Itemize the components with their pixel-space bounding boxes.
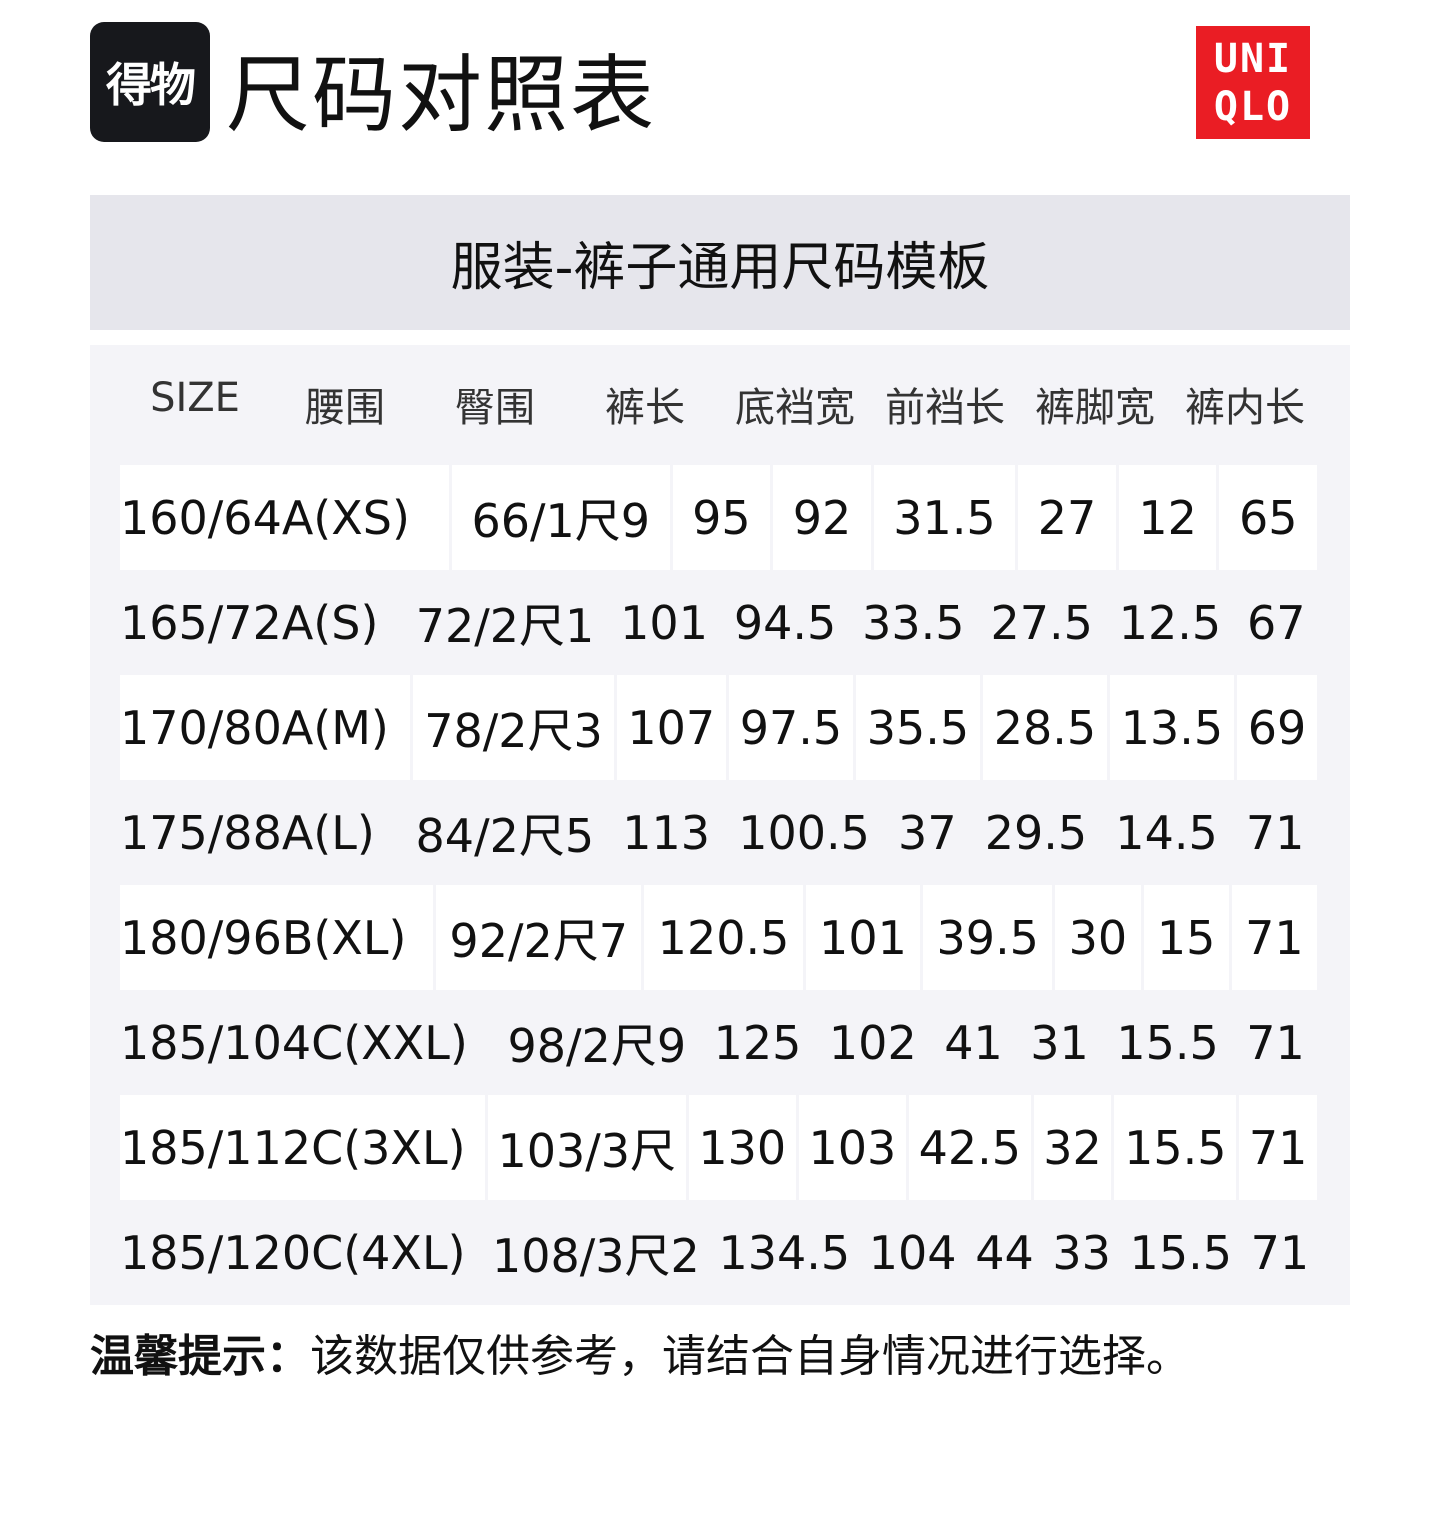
table-cell: 97.5 — [728, 675, 853, 780]
table-cell: 71 — [1246, 1015, 1305, 1070]
uniqlo-logo: UNI QLO — [1196, 26, 1310, 139]
table-row: 185/120C(4XL) 108/3尺2 134.5 104 44 33 15.5 71 — [120, 1200, 1317, 1305]
table-cell: 37 — [898, 805, 957, 860]
table-cell: 30 — [1055, 885, 1141, 990]
table-cell: 160/64A(XS) — [120, 465, 449, 570]
column-header: 前裆长 — [885, 385, 1005, 431]
table-cell: 103 — [798, 1095, 906, 1200]
column-header: 底裆宽 — [735, 385, 855, 431]
table-cell: 13.5 — [1109, 675, 1234, 780]
uniqlo-logo-line2: QLO — [1213, 83, 1293, 130]
table-cell: 72/2尺1 — [415, 598, 595, 653]
column-header: 臀围 — [455, 385, 535, 431]
uniqlo-logo-line1: UNI — [1213, 35, 1293, 82]
table-cell: 39.5 — [923, 885, 1053, 990]
table-cell: 134.5 — [718, 1225, 851, 1280]
table-cell: 103/3尺 — [487, 1095, 686, 1200]
table-row: 175/88A(L) 84/2尺5 113 100.5 37 29.5 14.5 71 — [120, 780, 1317, 885]
table-cell: 33.5 — [862, 595, 965, 650]
table-cell: 84/2尺5 — [415, 808, 595, 863]
tip-label: 温馨提示： — [90, 1331, 310, 1382]
table-cell: 67 — [1247, 595, 1306, 650]
table-cell: 120.5 — [644, 885, 803, 990]
table-cell: 27 — [1018, 465, 1116, 570]
table-cell: 107 — [616, 675, 726, 780]
tip-text: 该数据仅供参考，请结合自身情况进行选择。 — [310, 1331, 1190, 1382]
table-cell: 104 — [868, 1225, 957, 1280]
table-row: 180/96B(XL) 92/2尺7 120.5 101 39.5 30 15 71 — [120, 885, 1317, 990]
table-cell: 12 — [1118, 465, 1217, 570]
table-cell: 108/3尺2 — [491, 1228, 700, 1283]
table-cell: 71 — [1245, 805, 1305, 860]
table-cell: 15 — [1143, 885, 1229, 990]
table-cell: 28.5 — [982, 675, 1107, 780]
table-cell: 185/104C(XXL) — [120, 1015, 468, 1070]
table-cell: 95 — [672, 465, 771, 570]
table-cell: 71 — [1239, 1095, 1318, 1200]
table-cell: 92/2尺7 — [436, 885, 642, 990]
table-cell: 27.5 — [990, 595, 1093, 650]
dewu-logo-text: 得物 — [106, 58, 196, 112]
table-cell: 98/2尺9 — [507, 1018, 687, 1073]
table-cell: 100.5 — [738, 805, 870, 860]
table-cell: 101 — [620, 595, 708, 650]
column-header: SIZE — [150, 375, 240, 421]
table-cell: 101 — [805, 885, 921, 990]
table-cell: 42.5 — [908, 1095, 1031, 1200]
table-cell: 66/1尺9 — [451, 465, 670, 570]
table-cell: 15.5 — [1129, 1225, 1232, 1280]
table-row: 185/112C(3XL) 103/3尺 130 103 42.5 32 15.5 71 — [120, 1095, 1318, 1200]
table-cell: 33 — [1052, 1225, 1111, 1280]
dewu-logo: 得物 — [90, 22, 210, 142]
column-header: 裤内长 — [1185, 385, 1305, 431]
table-cell: 175/88A(L) — [120, 805, 375, 860]
table-row: 160/64A(XS) 66/1尺9 95 92 31.5 27 12 65 — [120, 465, 1318, 570]
table-cell: 35.5 — [855, 675, 980, 780]
table-cell: 185/112C(3XL) — [120, 1095, 485, 1200]
table-cell: 15.5 — [1116, 1015, 1219, 1070]
table-cell: 12.5 — [1118, 595, 1222, 650]
column-header: 裤脚宽 — [1035, 385, 1155, 431]
tip: 温馨提示：该数据仅供参考，请结合自身情况进行选择。 — [90, 1325, 1190, 1389]
table-row: 165/72A(S) 72/2尺1 101 94.5 33.5 27.5 12.5 67 — [120, 570, 1317, 675]
table-cell: 170/80A(M) — [120, 675, 411, 780]
table-cell: 185/120C(4XL) — [120, 1225, 466, 1280]
table-cell: 71 — [1231, 885, 1317, 990]
table-header: SIZE 腰围 臀围 裤长 底裆宽 前裆长 裤脚宽 裤内长 — [120, 375, 1320, 435]
table-cell: 113 — [622, 805, 711, 860]
table-row: 185/104C(XXL) 98/2尺9 125 102 41 31 15.5 71 — [120, 990, 1317, 1095]
table-cell: 29.5 — [984, 805, 1088, 860]
column-header: 裤长 — [605, 385, 685, 431]
table-cell: 94.5 — [733, 595, 837, 650]
table-cell: 69 — [1236, 675, 1318, 780]
table-cell: 31 — [1030, 1015, 1089, 1070]
page-title: 尺码对照表 — [226, 46, 657, 144]
chart-subtitle: 服装-裤子通用尺码模板 — [90, 195, 1350, 330]
table-cell: 31.5 — [873, 465, 1016, 570]
table-cell: 44 — [975, 1225, 1034, 1280]
table-cell: 130 — [688, 1095, 796, 1200]
table-cell: 41 — [944, 1015, 1003, 1070]
table-cell: 165/72A(S) — [120, 595, 379, 650]
table-cell: 92 — [773, 465, 871, 570]
table-row: 170/80A(M) 78/2尺3 107 97.5 35.5 28.5 13.5 69 — [120, 675, 1318, 780]
table-cell: 32 — [1033, 1095, 1112, 1200]
table-cell: 14.5 — [1115, 805, 1218, 860]
table-cell: 71 — [1250, 1225, 1310, 1280]
table-cell: 65 — [1219, 465, 1318, 570]
table-cell: 180/96B(XL) — [120, 885, 434, 990]
table-cell: 78/2尺3 — [413, 675, 614, 780]
table-cell: 102 — [828, 1015, 917, 1070]
table-cell: 125 — [713, 1015, 802, 1070]
column-header: 腰围 — [305, 385, 385, 431]
table-cell: 15.5 — [1114, 1095, 1237, 1200]
